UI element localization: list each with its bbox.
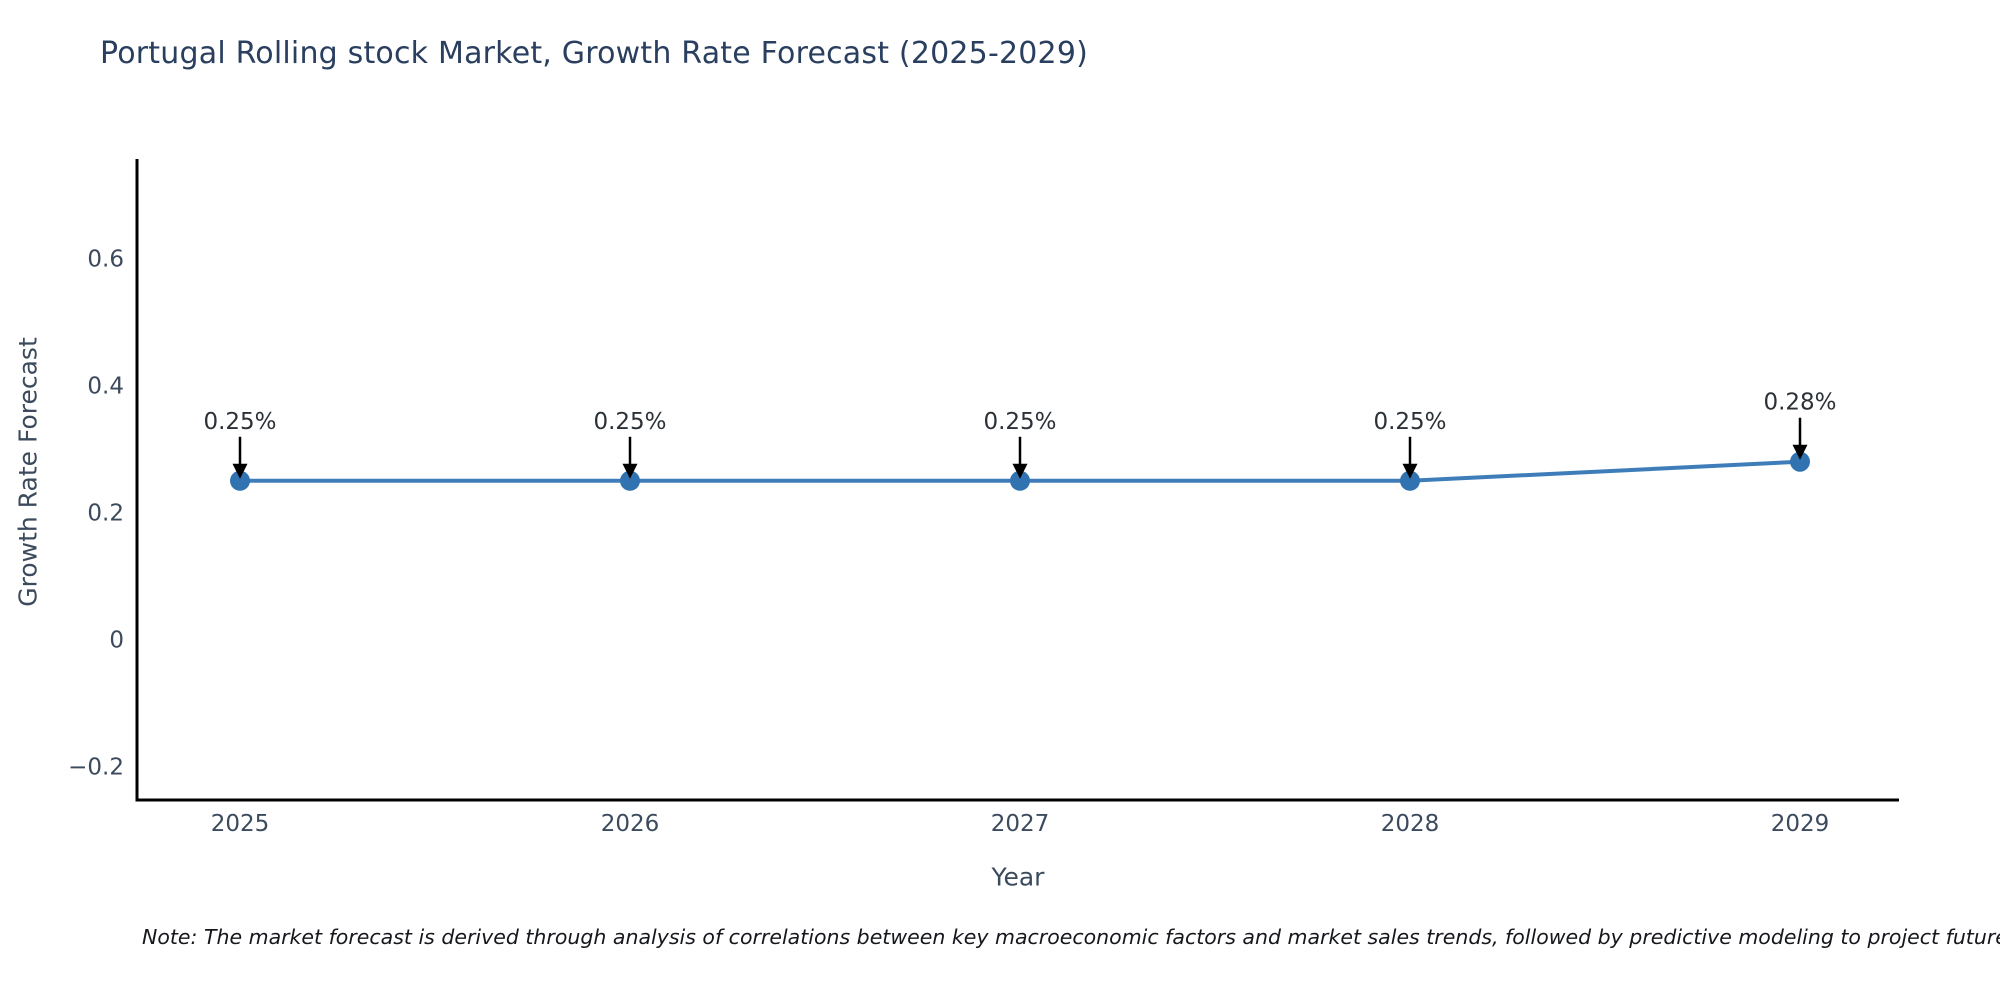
- point-value-label: 0.25%: [593, 409, 666, 435]
- x-tick-label: 2026: [601, 811, 660, 837]
- point-value-label: 0.25%: [1373, 409, 1446, 435]
- point-value-label: 0.28%: [1763, 390, 1836, 416]
- annotation-arrowhead: [1792, 444, 1808, 460]
- annotation-arrowhead: [1402, 463, 1418, 479]
- point-annotations: 0.25% 0.25% 0.25% 0.25% 0.28%: [203, 390, 1837, 479]
- footnote: Note: The market forecast is derived thr…: [142, 925, 2000, 949]
- point-value-label: 0.25%: [983, 409, 1056, 435]
- data-point-marker: [1400, 470, 1420, 491]
- data-point-marker: [620, 470, 640, 491]
- y-tick-label: 0: [109, 627, 124, 653]
- point-value-label: 0.25%: [203, 409, 276, 435]
- x-tick-label: 2027: [991, 811, 1050, 837]
- data-point-marker: [230, 470, 250, 491]
- x-tick-label: 2029: [1771, 811, 1830, 837]
- y-tick-label: 0.6: [87, 247, 124, 273]
- x-tick-label: 2025: [211, 811, 270, 837]
- y-tick-label: −0.2: [68, 754, 124, 780]
- data-point-marker: [1790, 451, 1810, 472]
- annotation-arrowhead: [232, 463, 248, 479]
- data-point-marker: [1010, 470, 1030, 491]
- x-tick-labels: 2025 2026 2027 2028 2029: [211, 811, 1830, 837]
- annotation-arrowhead: [622, 463, 638, 479]
- y-tick-label: 0.2: [87, 501, 124, 527]
- x-axis-title: Year: [991, 862, 1045, 892]
- x-tick-label: 2028: [1381, 811, 1440, 837]
- y-tick-label: 0.4: [87, 374, 124, 400]
- data-markers: [230, 451, 1810, 491]
- y-tick-labels: −0.2 0 0.2 0.4 0.6: [68, 247, 124, 781]
- chart-title: Portugal Rolling stock Market, Growth Ra…: [100, 36, 1089, 71]
- annotation-arrowhead: [1012, 463, 1028, 479]
